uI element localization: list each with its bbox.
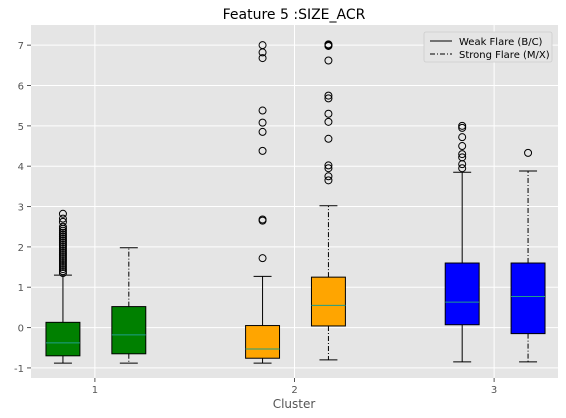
outlier-point [324, 161, 333, 170]
boxplots [45, 40, 546, 364]
outlier-point [58, 236, 67, 245]
y-tick-label: 7 [18, 41, 24, 52]
legend-label-strong: Strong Flare (M/X) [459, 50, 550, 61]
outlier-point [58, 238, 67, 247]
outlier-point [458, 133, 467, 142]
outlier-point [324, 40, 333, 49]
outlier-point [58, 222, 67, 231]
outlier-point [58, 257, 67, 266]
outlier-point [258, 41, 267, 50]
outlier-point [324, 172, 333, 181]
box-iqr [45, 321, 81, 357]
y-axis-ticks: -1 0 1 2 3 4 5 6 7 [14, 41, 31, 375]
boxplot-3 [245, 41, 281, 364]
outlier-point [258, 106, 267, 115]
outlier-point [58, 248, 67, 257]
outlier-point [258, 118, 267, 127]
outlier-point [258, 54, 267, 63]
outlier-point [324, 117, 333, 126]
outlier-point [258, 127, 267, 136]
outlier-point [58, 267, 67, 276]
outlier-point [58, 209, 67, 218]
outlier-point [258, 254, 267, 263]
boxplot-5 [444, 121, 480, 363]
outlier-point [58, 234, 67, 243]
outlier-point [58, 226, 67, 235]
box-iqr [310, 276, 346, 327]
outlier-point [58, 217, 67, 226]
outlier-point [58, 230, 67, 239]
y-tick-label: 4 [18, 162, 24, 173]
boxplot-1 [45, 209, 81, 364]
y-tick-label: 5 [18, 122, 24, 133]
boxplot-2 [111, 247, 147, 364]
x-tick-label: 2 [291, 385, 297, 396]
boxplot-6 [510, 148, 546, 363]
outlier-point [58, 246, 67, 255]
outlier-point [58, 254, 67, 263]
outlier-point [58, 240, 67, 249]
outlier-point [58, 261, 67, 270]
outlier-point [58, 214, 67, 223]
outlier-point [324, 94, 333, 103]
outlier-point [58, 250, 67, 259]
outlier-point [524, 148, 533, 157]
outlier-point [58, 244, 67, 253]
outlier-point [58, 263, 67, 272]
x-tick-label: 3 [491, 385, 497, 396]
outlier-point [458, 142, 467, 151]
box-iqr [111, 306, 147, 355]
outlier-point [324, 109, 333, 118]
outlier-point [58, 228, 67, 237]
outlier-point [324, 91, 333, 100]
y-tick-label: 1 [18, 283, 24, 294]
y-tick-label: 3 [18, 203, 24, 214]
y-tick-label: 2 [18, 243, 24, 254]
outlier-point [458, 121, 467, 130]
y-tick-label: 0 [18, 324, 24, 335]
box-iqr [510, 262, 546, 335]
outlier-point [324, 56, 333, 65]
outlier-point [458, 123, 467, 132]
outlier-point [58, 252, 67, 261]
outlier-point [458, 153, 467, 162]
outlier-point [458, 164, 467, 173]
y-tick-label: -1 [14, 364, 24, 375]
legend-frame [423, 31, 553, 63]
outlier-point [258, 146, 267, 155]
x-tick-label: 1 [92, 385, 98, 396]
x-axis-label: Cluster [273, 397, 316, 411]
outlier-point [58, 242, 67, 251]
box-iqr [245, 325, 281, 359]
outlier-point [58, 265, 67, 274]
outlier-point [324, 134, 333, 143]
x-axis-ticks: 1 2 3 [92, 378, 497, 396]
chart-title: Feature 5 :SIZE_ACR [223, 7, 366, 23]
legend-label-weak: Weak Flare (B/C) [459, 37, 543, 48]
legend: Weak Flare (B/C) Strong Flare (M/X) [423, 31, 553, 63]
outlier-point [458, 150, 467, 159]
gridlines [31, 25, 558, 378]
y-tick-label: 6 [18, 82, 24, 93]
outlier-point [324, 164, 333, 173]
outlier-point [324, 176, 333, 185]
outlier-point [58, 232, 67, 241]
box-iqr [444, 262, 480, 326]
outlier-point [58, 269, 67, 278]
boxplot-4 [310, 40, 346, 361]
outlier-point [58, 259, 67, 268]
outlier-point [258, 215, 267, 224]
